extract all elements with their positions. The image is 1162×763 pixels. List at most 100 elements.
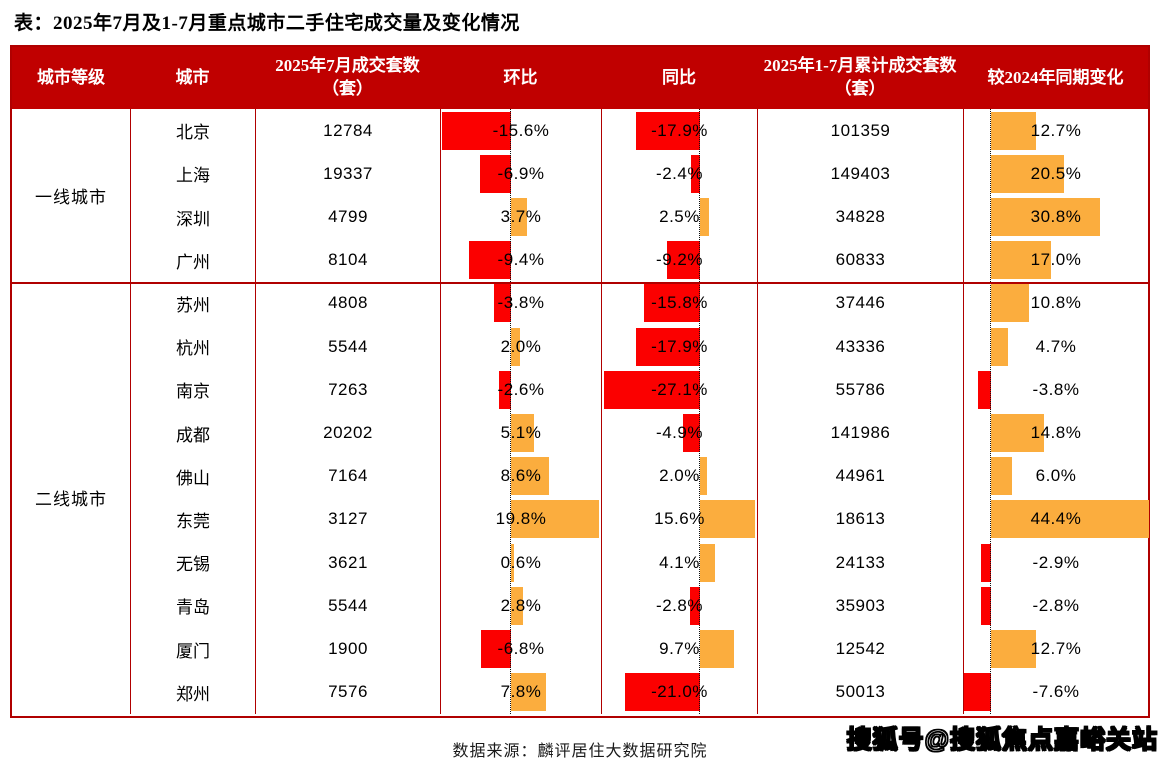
table-row: 北京 12784 -15.6% -17.9% 101359 12.7% — [12, 109, 1148, 153]
cum-sales-cell: 55786 — [757, 368, 963, 412]
chg-bar — [991, 629, 1037, 668]
table-row: 无锡 3621 0.6% 4.1% 24133 -2.9% — [12, 541, 1148, 585]
mom-cell: 2.0% — [440, 325, 601, 369]
jul-sales-cell: 4808 — [255, 281, 440, 326]
mom-label: -2.6% — [497, 379, 545, 399]
city-cell: 厦门 — [130, 627, 255, 671]
yoy-label: -21.0% — [651, 682, 708, 702]
table-row: 郑州 7576 7.8% -21.0% 50013 -7.6% — [12, 670, 1148, 714]
header-mom: 环比 — [503, 67, 538, 87]
yoy-cell: -15.8% — [601, 281, 757, 326]
chg-zero-axis-line — [990, 109, 991, 714]
tier-label: 二线城市 — [35, 490, 107, 510]
chg-cell: 12.7% — [963, 627, 1148, 671]
mom-cell: -6.9% — [440, 152, 601, 196]
mom-label: 3.7% — [500, 207, 542, 226]
chg-cell: -7.6% — [963, 670, 1148, 714]
mom-bar — [511, 413, 534, 452]
chg-bar — [991, 111, 1037, 150]
table-body: 一线城市 北京 12784 -15.6% -17.9% 101359 12.7%… — [12, 109, 1149, 714]
yoy-cell: 2.5% — [601, 195, 757, 239]
data-table: 城市等级 城市 2025年7月成交套数（套） 环比 同比 2025年1-7月累计… — [10, 45, 1150, 718]
header-jul-sales: 2025年7月成交套数（套） — [275, 56, 420, 98]
chg-label: 17.0% — [1030, 250, 1082, 270]
yoy-bar — [603, 370, 700, 409]
cum-sales-cell: 18613 — [757, 497, 963, 542]
mom-label: 2.0% — [500, 336, 542, 356]
yoy-label: 9.7% — [659, 639, 700, 659]
yoy-cell: -2.4% — [601, 152, 757, 196]
yoy-cell: -9.2% — [601, 238, 757, 282]
chg-bar — [977, 370, 991, 409]
yoy-cell: 2.0% — [601, 454, 757, 498]
yoy-bar — [667, 241, 700, 280]
yoy-cell: -21.0% — [601, 670, 757, 714]
chg-label: 12.7% — [1030, 639, 1082, 659]
yoy-bar — [636, 111, 700, 150]
yoy-cell: -27.1% — [601, 368, 757, 412]
jul-sales-cell: 12784 — [255, 109, 440, 153]
mom-cell: 19.8% — [440, 497, 601, 542]
chg-cell: -3.8% — [963, 368, 1148, 412]
mom-bar — [511, 586, 524, 625]
table-row: 广州 8104 -9.4% -9.2% 60833 17.0% — [12, 238, 1148, 282]
city-cell: 郑州 — [130, 670, 255, 714]
chg-label: 14.8% — [1030, 423, 1082, 443]
mom-bar — [511, 673, 546, 712]
chg-bar — [981, 586, 991, 625]
yoy-cell: 4.1% — [601, 541, 757, 585]
table-row: 苏州 4808 -3.8% -15.8% 37446 10.8% — [12, 281, 1148, 326]
yoy-cell: 9.7% — [601, 627, 757, 671]
yoy-cell: 15.6% — [601, 497, 757, 542]
chg-cell: 17.0% — [963, 238, 1148, 282]
chg-label: 4.7% — [1035, 336, 1077, 356]
jul-sales-cell: 5544 — [255, 325, 440, 369]
mom-cell: 5.1% — [440, 411, 601, 455]
city-cell: 东莞 — [130, 497, 255, 542]
chg-bar — [991, 413, 1044, 452]
jul-sales-cell: 5544 — [255, 584, 440, 628]
mom-label: -3.8% — [497, 293, 545, 313]
yoy-label: 15.6% — [654, 509, 705, 529]
chg-label: 6.0% — [1035, 466, 1077, 486]
chg-cell: 14.8% — [963, 411, 1148, 455]
mom-bar — [511, 457, 550, 496]
table-row: 杭州 5544 2.0% -17.9% 43336 4.7% — [12, 325, 1148, 369]
table-row: 佛山 7164 8.6% 2.0% 44961 6.0% — [12, 454, 1148, 498]
mom-cell: 3.7% — [440, 195, 601, 239]
mom-bar — [480, 629, 511, 668]
city-cell: 成都 — [130, 411, 255, 455]
chg-cell: -2.8% — [963, 584, 1148, 628]
header-city-tier: 城市等级 — [37, 67, 105, 87]
cum-sales-cell: 44961 — [757, 454, 963, 498]
chg-cell: 20.5% — [963, 152, 1148, 196]
chg-label: 12.7% — [1030, 120, 1082, 140]
jul-sales-cell: 7164 — [255, 454, 440, 498]
mom-label: -9.4% — [497, 250, 545, 270]
mom-bar — [511, 500, 600, 539]
cum-sales-cell: 60833 — [757, 238, 963, 282]
chg-bar — [991, 154, 1064, 193]
city-cell: 青岛 — [130, 584, 255, 628]
cum-sales-cell: 12542 — [757, 627, 963, 671]
mom-label: 0.6% — [500, 552, 542, 572]
yoy-bar — [700, 197, 709, 236]
chg-label: 20.5% — [1030, 163, 1082, 183]
chg-cell: 4.7% — [963, 325, 1148, 369]
yoy-bar — [700, 543, 715, 582]
tier-label: 一线城市 — [35, 187, 107, 207]
header-yoy: 同比 — [662, 67, 696, 87]
data-source-note: 数据来源：麟评居住大数据研究院 — [452, 743, 708, 760]
chg-cell: 30.8% — [963, 195, 1148, 239]
yoy-bar — [636, 327, 700, 366]
chg-bar — [991, 241, 1052, 280]
cum-sales-cell: 35903 — [757, 584, 963, 628]
yoy-bar — [643, 284, 700, 323]
mom-cell: 7.8% — [440, 670, 601, 714]
mom-bar — [499, 370, 511, 409]
mom-cell: -2.6% — [440, 368, 601, 412]
mom-bar — [469, 241, 511, 280]
chg-label: -2.8% — [1032, 595, 1080, 615]
city-cell: 佛山 — [130, 454, 255, 498]
